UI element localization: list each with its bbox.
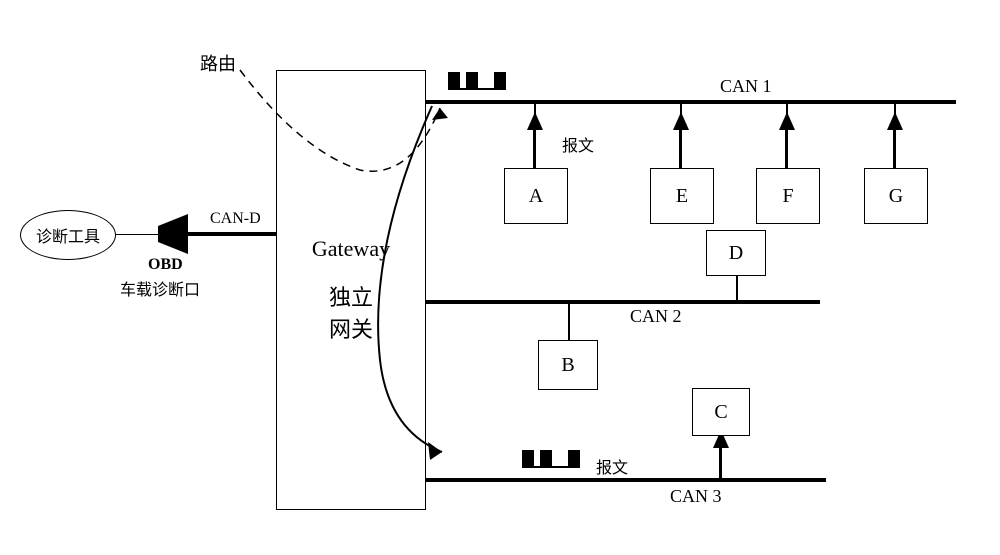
diag-tool-label: 诊断工具 [36, 223, 100, 247]
diag-tool-ellipse: 诊断工具 [20, 210, 116, 260]
gw-can3-connect [426, 478, 450, 482]
can2-bus [446, 300, 820, 304]
node-c: C [692, 388, 750, 436]
can-d-bus [188, 232, 276, 236]
signal-can1-base [448, 88, 506, 90]
node-g: G [864, 168, 928, 224]
node-c-label: C [714, 401, 727, 424]
node-a: A [504, 168, 568, 224]
signal-can1-3 [494, 72, 506, 88]
gw-can1-connect [426, 100, 450, 104]
obd-label: OBD [148, 256, 183, 274]
signal-can3-3 [568, 450, 580, 466]
signal-can1-1 [448, 72, 460, 88]
arrow-stem-a [533, 128, 536, 168]
can3-label: CAN 3 [670, 486, 722, 507]
can-d-label: CAN-D [210, 210, 261, 228]
signal-can1-2 [466, 72, 478, 88]
node-e-label: E [676, 185, 688, 208]
can2-label: CAN 2 [630, 306, 682, 327]
signal-can3-1 [522, 450, 534, 466]
node-e: E [650, 168, 714, 224]
message2-label: 报文 [596, 454, 628, 478]
gateway-cn1-label: 独立 [329, 280, 373, 312]
node-d: D [706, 230, 766, 276]
can3-bus [446, 478, 826, 482]
routing-label: 路由 [200, 50, 236, 76]
gateway-box: Gateway 独立 网关 [276, 70, 426, 510]
node-a-label: A [529, 185, 543, 208]
gw-can2-connect [426, 300, 450, 304]
can1-bus [446, 100, 956, 104]
gateway-cn2-label: 网关 [329, 312, 373, 344]
gateway-en-label: Gateway [312, 236, 390, 262]
arrow-stem-f [785, 128, 788, 168]
signal-can3-2 [540, 450, 552, 466]
arrow-stem-c [719, 446, 722, 478]
obd-sub-label: 车载诊断口 [120, 276, 200, 300]
line-ellipse-obd [116, 234, 158, 235]
node-d-label: D [729, 242, 743, 265]
node-b: B [538, 340, 598, 390]
arrow-stem-g [893, 128, 896, 168]
node-b-label: B [561, 354, 574, 377]
node-g-label: G [889, 185, 903, 208]
message1-label: 报文 [562, 132, 594, 156]
arrow-stem-e [679, 128, 682, 168]
node-f-label: F [782, 185, 793, 208]
signal-can3-base [522, 466, 580, 468]
node-f: F [756, 168, 820, 224]
can1-label: CAN 1 [720, 76, 772, 97]
stem-b [568, 304, 570, 340]
obd-connector-icon [156, 214, 192, 254]
